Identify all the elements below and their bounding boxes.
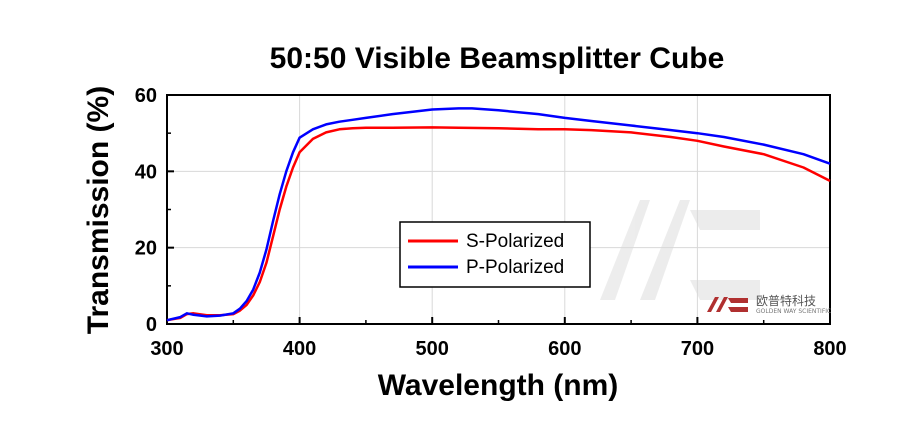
x-tick-label: 700 bbox=[681, 338, 714, 360]
series-line-p-polarized bbox=[166, 107, 831, 322]
x-tick-label: 500 bbox=[416, 338, 449, 360]
axis-ticks: 300 400 500 600 700 800 0 20 40 60 bbox=[135, 85, 847, 360]
x-axis-label: Wavelength (nm) bbox=[378, 369, 619, 402]
y-tick-label: 60 bbox=[135, 85, 157, 107]
legend-label-s-polarized: S-Polarized bbox=[466, 231, 564, 252]
y-tick-label: 40 bbox=[135, 161, 157, 183]
watermark-background-logo bbox=[600, 200, 760, 300]
y-axis-label: Transmission (%) bbox=[82, 86, 115, 334]
brand-name-en: GOLDEN WAY SCIENTIFIC bbox=[756, 308, 831, 315]
x-tick-label: 300 bbox=[150, 338, 183, 360]
chart-title: 50:50 Visible Beamsplitter Cube bbox=[270, 42, 725, 75]
brand-name-cn: 欧普特科技 bbox=[756, 293, 816, 308]
x-tick-label: 400 bbox=[283, 338, 316, 360]
x-tick-label: 800 bbox=[813, 338, 846, 360]
legend: S-Polarized P-Polarized bbox=[399, 221, 591, 288]
brand-watermark: 欧普特科技 GOLDEN WAY SCIENTIFIC bbox=[707, 293, 831, 315]
legend-label-p-polarized: P-Polarized bbox=[466, 257, 564, 278]
series-layer bbox=[166, 107, 831, 322]
x-tick-label: 600 bbox=[548, 338, 581, 360]
y-tick-label: 20 bbox=[135, 238, 157, 260]
legend-box bbox=[399, 221, 591, 288]
brand-logo-icon bbox=[707, 297, 748, 312]
y-tick-label: 0 bbox=[146, 314, 157, 336]
